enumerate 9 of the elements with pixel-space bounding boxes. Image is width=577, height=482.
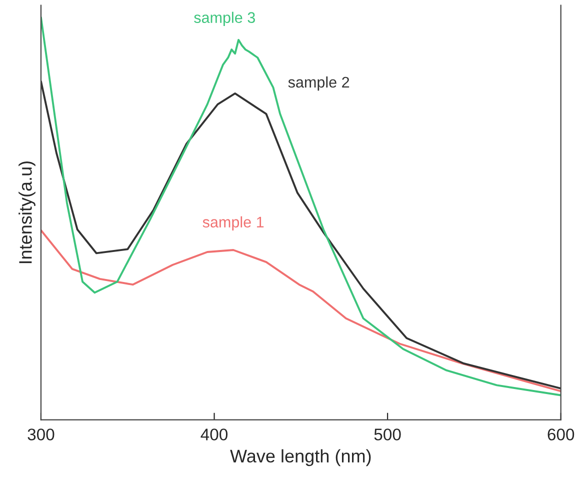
y-axis-title: Intensity(a.u): [18, 161, 36, 264]
x-tick-label: 600: [548, 428, 574, 440]
text: sample 2: [288, 76, 350, 91]
x-tick-label: 400: [200, 428, 228, 440]
series-label: sample 3: [194, 12, 255, 26]
x-axis-title: Wave length (nm): [230, 449, 371, 466]
x-tick-label: 500: [374, 428, 401, 440]
x-tick-label: 300: [28, 428, 54, 440]
series-label: sample 1: [202, 216, 264, 231]
